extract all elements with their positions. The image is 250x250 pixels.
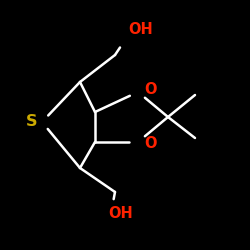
Text: OH: OH (108, 206, 133, 222)
Text: OH: OH (128, 22, 153, 38)
Text: O: O (144, 136, 156, 152)
Text: S: S (26, 114, 38, 130)
Text: O: O (144, 82, 156, 98)
